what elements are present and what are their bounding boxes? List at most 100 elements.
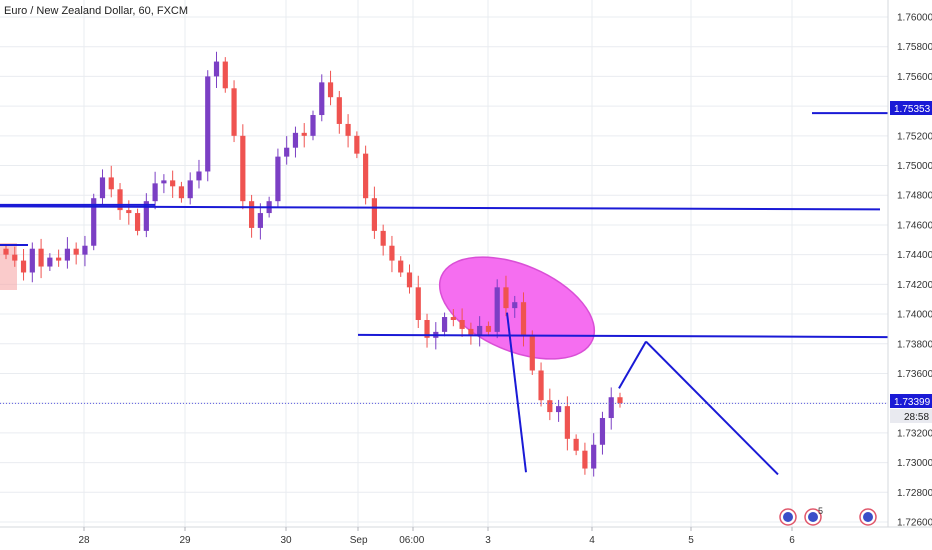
candle-body bbox=[170, 180, 176, 187]
price-tick-label: 1.73800 bbox=[897, 339, 932, 350]
grid-layer bbox=[0, 0, 888, 527]
trend-line-down-left[interactable] bbox=[506, 312, 527, 473]
candle bbox=[389, 235, 395, 273]
candle-body bbox=[582, 450, 588, 469]
candle bbox=[117, 183, 123, 220]
candle bbox=[310, 110, 316, 141]
candle bbox=[29, 242, 35, 283]
candle-body bbox=[529, 334, 535, 371]
candle-body bbox=[3, 248, 9, 255]
current-price-tag-text: 1.73399 bbox=[894, 397, 931, 408]
candle-body bbox=[564, 406, 570, 439]
candle bbox=[12, 246, 18, 267]
candle-body bbox=[117, 189, 123, 211]
candle-body bbox=[371, 198, 377, 231]
time-tick-label: 3 bbox=[485, 535, 491, 546]
price-tick-label: 1.73000 bbox=[897, 458, 932, 469]
candle bbox=[406, 264, 413, 294]
event-marker-count: 5 bbox=[818, 506, 823, 516]
candle bbox=[459, 308, 465, 337]
candle bbox=[20, 249, 27, 281]
time-tick-label: Sep bbox=[350, 535, 368, 546]
price-tick-label: 1.72600 bbox=[897, 518, 932, 529]
candle bbox=[73, 242, 79, 265]
candle bbox=[64, 237, 70, 269]
candle-body bbox=[20, 260, 27, 273]
candle-body bbox=[363, 153, 369, 199]
candle-body bbox=[196, 171, 202, 181]
candle-body bbox=[520, 302, 527, 335]
current-price-tag: 1.73399 bbox=[890, 394, 932, 408]
price-tick-label: 1.74600 bbox=[897, 220, 932, 231]
candle-body bbox=[398, 260, 404, 273]
candle-body bbox=[205, 76, 211, 172]
candle bbox=[161, 174, 167, 194]
candle bbox=[3, 244, 9, 260]
candle-body bbox=[477, 325, 483, 335]
candle bbox=[564, 396, 570, 451]
candle-body bbox=[73, 248, 79, 255]
candle bbox=[205, 70, 211, 182]
candle-body bbox=[240, 135, 246, 202]
event-marker-dot-icon bbox=[863, 512, 873, 522]
candle bbox=[275, 148, 281, 208]
candle-body bbox=[573, 438, 579, 451]
level-price-tag-bg bbox=[890, 101, 932, 115]
countdown-tag: 28:58 bbox=[890, 409, 932, 423]
candle-body bbox=[424, 320, 430, 338]
candle-body bbox=[327, 82, 334, 98]
candle bbox=[485, 321, 492, 337]
candle-body bbox=[257, 213, 263, 228]
candle-body bbox=[468, 328, 474, 335]
candle-body bbox=[599, 418, 606, 445]
candle bbox=[249, 194, 255, 238]
candle bbox=[494, 279, 500, 339]
candle-body bbox=[143, 201, 149, 231]
price-tick-label: 1.75800 bbox=[897, 42, 932, 53]
candle-body bbox=[608, 397, 614, 419]
event-marker-1[interactable] bbox=[779, 508, 797, 526]
horizontal-line-support[interactable] bbox=[357, 333, 889, 339]
trend-line-up[interactable] bbox=[618, 341, 647, 389]
candle bbox=[547, 388, 553, 421]
candle bbox=[363, 145, 369, 205]
candle bbox=[503, 275, 509, 317]
price-axis-ticks: 1.760001.758001.756001.754001.752001.750… bbox=[897, 13, 932, 529]
event-marker-dot-icon bbox=[783, 512, 793, 522]
candle-body bbox=[406, 272, 413, 288]
candle-body bbox=[29, 248, 35, 273]
horizontal-line-upper[interactable] bbox=[0, 205, 881, 211]
candle bbox=[538, 362, 544, 407]
candle-body bbox=[134, 213, 141, 231]
candle-body bbox=[213, 61, 220, 77]
candle-body bbox=[485, 325, 492, 332]
candle-body bbox=[310, 115, 316, 136]
candle bbox=[441, 312, 448, 337]
trend-line-down[interactable] bbox=[645, 340, 779, 476]
candle-body bbox=[231, 88, 237, 136]
time-axis[interactable]: 28 29 30 Sep 06:00 3 4 5 6 bbox=[0, 526, 932, 546]
candle bbox=[371, 186, 377, 239]
candle bbox=[354, 131, 360, 159]
candle bbox=[240, 124, 246, 210]
candle bbox=[336, 90, 342, 134]
candle-body bbox=[108, 177, 114, 190]
candle bbox=[187, 172, 193, 205]
candle bbox=[196, 159, 202, 189]
candle bbox=[398, 256, 404, 277]
candle bbox=[520, 292, 527, 347]
price-tick-label: 1.76000 bbox=[897, 13, 932, 24]
candle-body bbox=[178, 186, 185, 199]
candle bbox=[345, 114, 351, 148]
candle bbox=[257, 203, 263, 240]
candle bbox=[38, 238, 44, 279]
candle bbox=[91, 193, 97, 251]
price-axis[interactable]: 1.760001.758001.756001.754001.752001.750… bbox=[887, 0, 932, 529]
candle-body bbox=[345, 123, 351, 136]
event-marker-2[interactable]: 5 bbox=[804, 506, 823, 526]
price-tick-label: 1.74000 bbox=[897, 310, 932, 321]
price-tick-label: 1.75000 bbox=[897, 161, 932, 172]
event-marker-3[interactable] bbox=[859, 508, 877, 526]
